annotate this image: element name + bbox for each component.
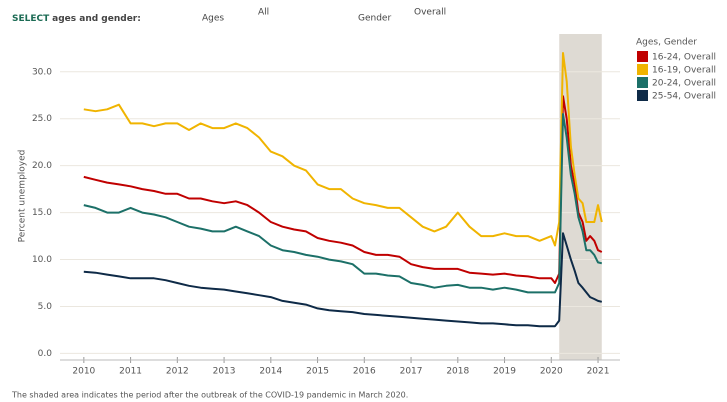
legend-label: 20-24, Overall xyxy=(652,79,716,89)
x-tick-label: 2010 xyxy=(72,367,95,377)
covid-shade xyxy=(559,34,602,360)
series-line xyxy=(83,95,603,284)
series-line xyxy=(83,232,603,328)
x-tick-label: 2018 xyxy=(446,367,469,377)
y-tick-label: 5.0 xyxy=(38,302,53,312)
x-tick-label: 2011 xyxy=(119,367,142,377)
series-line xyxy=(83,113,603,294)
select-word: SELECT xyxy=(12,14,50,24)
ages-dropdown[interactable]: All xyxy=(258,8,269,18)
gender-dropdown[interactable]: Overall xyxy=(414,8,446,18)
legend-title: Ages, Gender xyxy=(636,38,697,48)
legend-label: 16-24, Overall xyxy=(652,53,716,63)
legend-swatch xyxy=(637,90,648,101)
legend-swatch xyxy=(637,64,648,75)
y-tick-label: 20.0 xyxy=(32,161,52,171)
y-tick-label: 15.0 xyxy=(32,208,52,218)
y-tick-label: 25.0 xyxy=(32,114,52,124)
y-tick-label: 30.0 xyxy=(32,67,52,77)
y-tick-label: 0.0 xyxy=(38,349,53,359)
x-tick-label: 2016 xyxy=(353,367,376,377)
x-tick-label: 2017 xyxy=(400,367,423,377)
legend-swatch xyxy=(637,51,648,62)
y-axis-label: Percent unemployed xyxy=(18,150,28,243)
x-tick-label: 2021 xyxy=(587,367,610,377)
x-tick-label: 2019 xyxy=(493,367,516,377)
x-tick-label: 2012 xyxy=(166,367,189,377)
x-tick-label: 2015 xyxy=(306,367,329,377)
x-tick-label: 2014 xyxy=(259,367,282,377)
x-tick-label: 2013 xyxy=(213,367,236,377)
select-prompt: ages and gender: xyxy=(52,14,141,24)
x-tick-label: 2020 xyxy=(540,367,563,377)
footnote: The shaded area indicates the period aft… xyxy=(11,391,408,400)
legend-label: 25-54, Overall xyxy=(652,92,716,102)
gender-label: Gender xyxy=(358,14,391,24)
y-tick-label: 10.0 xyxy=(32,255,52,265)
legend-swatch xyxy=(637,77,648,88)
select-label: SELECT ages and gender: xyxy=(12,14,141,24)
legend-label: 16-19, Overall xyxy=(652,66,716,76)
series-line xyxy=(83,52,603,247)
ages-label: Ages xyxy=(202,14,224,24)
